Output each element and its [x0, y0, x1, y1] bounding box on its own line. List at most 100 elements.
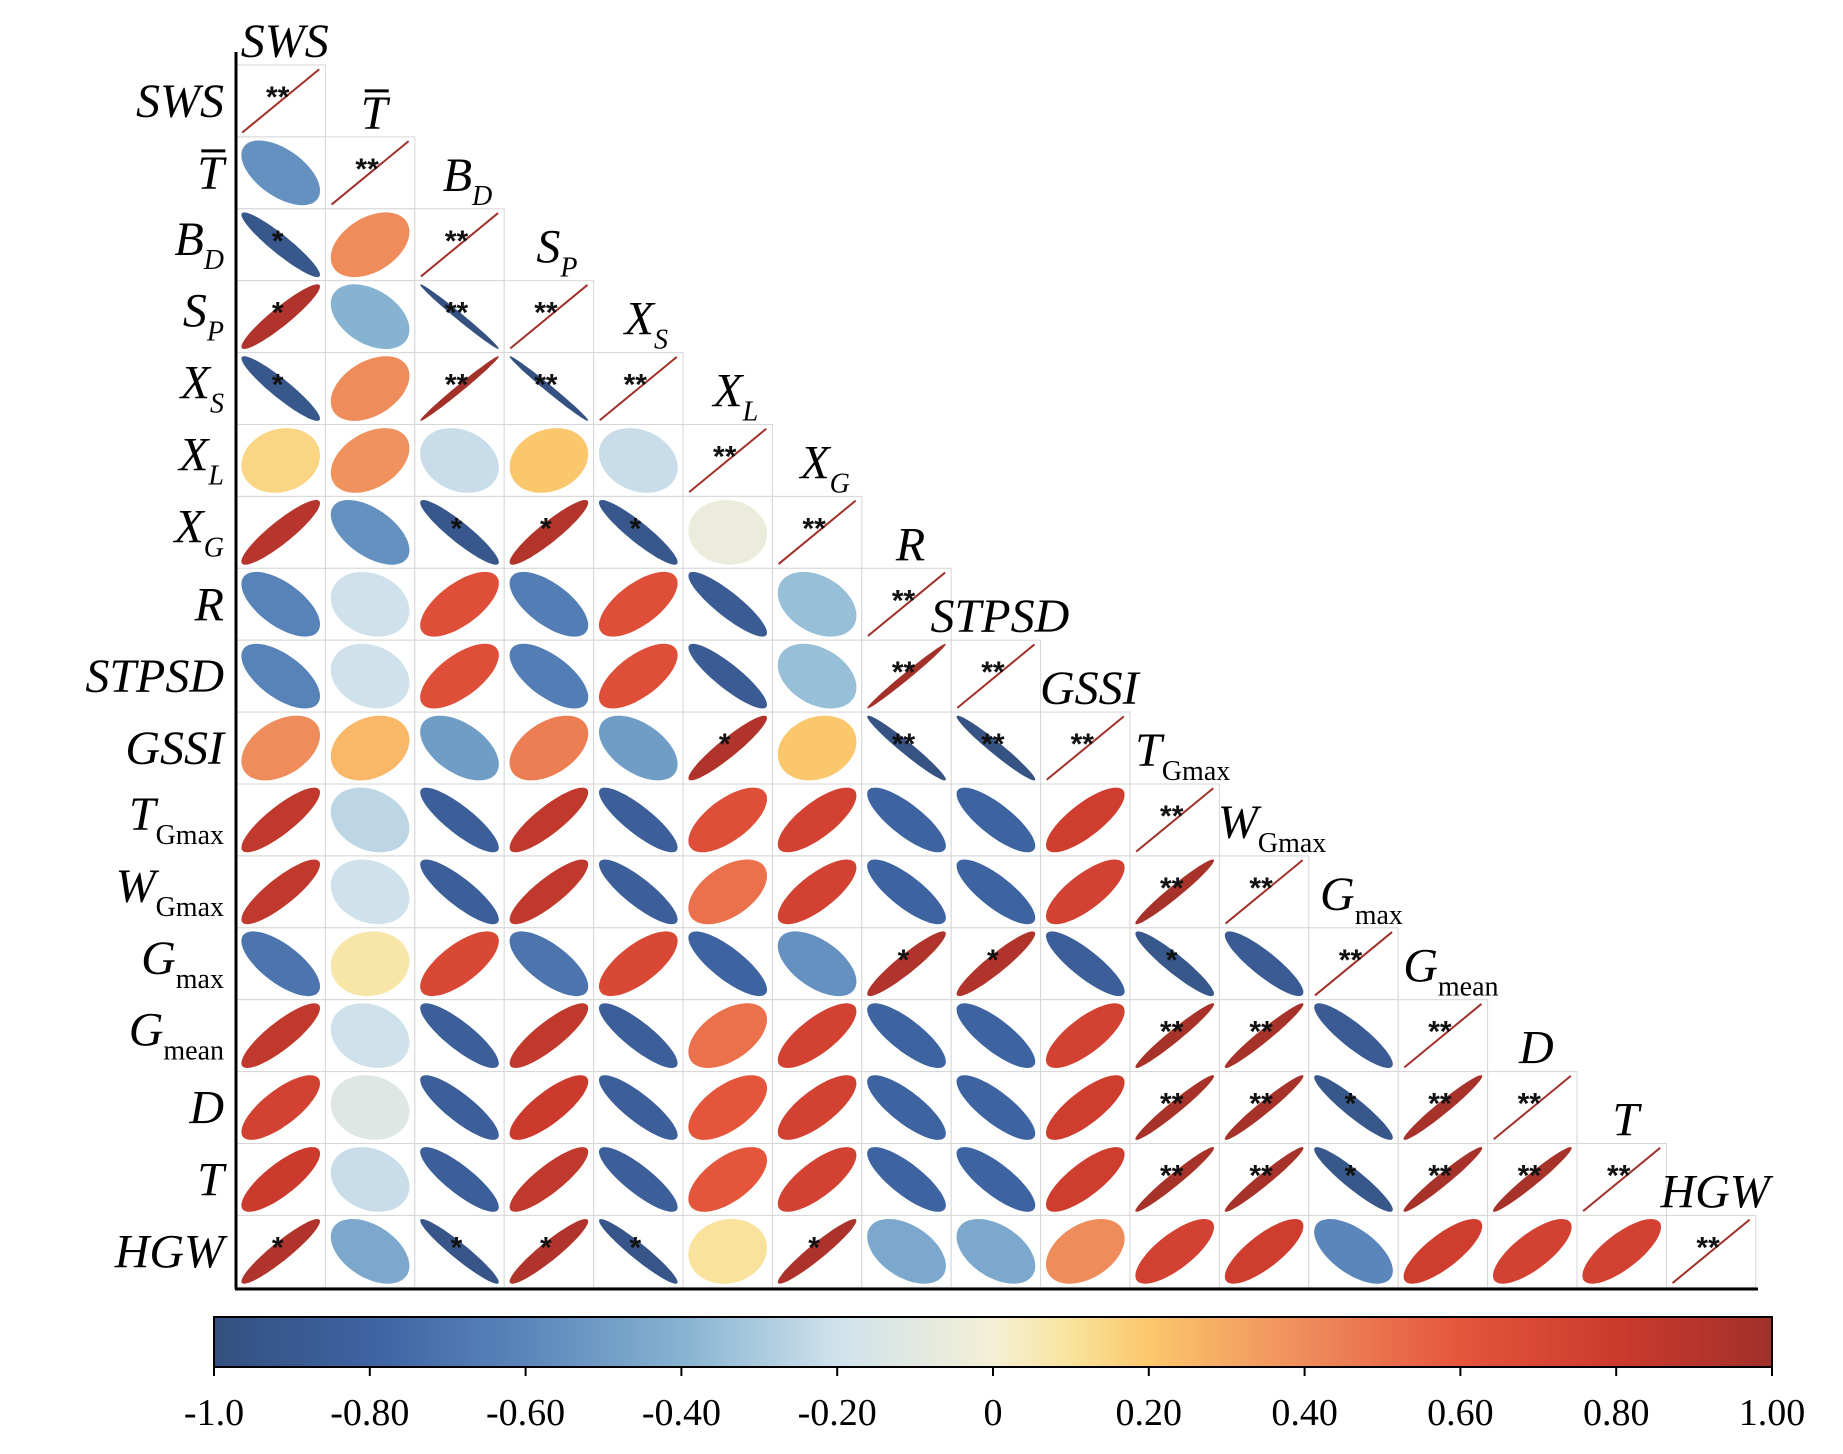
correlation-ellipse: [1493, 1219, 1572, 1284]
significance-marker: **: [981, 656, 1005, 689]
label-subscript: mean: [163, 1036, 224, 1067]
cell: *: [503, 1214, 595, 1288]
label-main: HGW: [114, 1225, 228, 1278]
cell: **: [861, 639, 952, 713]
label-main: B: [443, 149, 472, 202]
correlation-ellipse: [867, 931, 946, 997]
correlation-ellipse: [420, 1075, 499, 1140]
cell: *: [593, 495, 684, 569]
cell: [1308, 999, 1399, 1073]
correlation-ellipse: [509, 931, 589, 997]
correlation-ellipse: [330, 1075, 410, 1140]
correlation-ellipse: [777, 931, 857, 997]
cell: **: [861, 711, 952, 785]
correlation-ellipse: [688, 643, 767, 709]
correlation-ellipse: [420, 643, 499, 709]
correlation-ellipse: [420, 1219, 499, 1284]
significance-marker: **: [1428, 1159, 1452, 1192]
correlation-ellipse: [867, 1147, 946, 1212]
correlation-ellipse: [330, 1147, 410, 1212]
label-main: R: [194, 578, 224, 631]
correlation-ellipse: [420, 428, 499, 493]
cell: [593, 855, 684, 929]
cell: [414, 1071, 505, 1144]
significance-marker: *: [898, 944, 910, 977]
correlation-ellipse: [599, 1147, 678, 1212]
cell: [324, 208, 416, 282]
row-label: STPSD: [85, 650, 224, 703]
cell: *: [235, 280, 326, 354]
cell: **: [1665, 1214, 1757, 1288]
correlation-ellipse: [330, 1003, 410, 1068]
label-main: X: [172, 500, 205, 553]
significance-marker: **: [892, 656, 916, 689]
correlation-ellipse: [1314, 1147, 1393, 1212]
cell: *: [861, 927, 952, 1001]
correlation-ellipse: [509, 859, 589, 925]
cell: [324, 495, 416, 569]
cell: **: [771, 495, 863, 569]
label-subscript: P: [559, 253, 577, 284]
correlation-ellipse: [1314, 1075, 1393, 1140]
cell: [861, 855, 952, 929]
cell: [235, 711, 326, 785]
cell: **: [950, 711, 1042, 785]
cell: **: [1487, 1071, 1578, 1144]
cell: [771, 711, 863, 785]
correlation-ellipse: [867, 859, 946, 925]
cell: **: [682, 424, 773, 497]
colorbar-tick-label: -0.40: [642, 1392, 721, 1434]
correlation-ellipse: [1493, 1147, 1572, 1212]
correlation-ellipse: [1224, 931, 1304, 997]
significance-marker: *: [1345, 1159, 1357, 1192]
correlation-ellipse: [777, 715, 857, 781]
label-main: G: [1403, 940, 1438, 993]
correlation-ellipse: [1135, 859, 1214, 925]
cell: [771, 1143, 863, 1216]
correlation-ellipse: [1224, 1147, 1304, 1212]
correlation-ellipse: [867, 1075, 946, 1140]
row-label: T: [197, 147, 227, 200]
correlation-ellipse: [509, 1075, 589, 1140]
colorbar-tick-label: -0.80: [330, 1392, 409, 1434]
row-label: BD: [174, 213, 224, 276]
label-main: SWS: [241, 15, 329, 68]
label-main: R: [895, 518, 925, 571]
cell: **: [1129, 855, 1220, 929]
colorbar-tick-label: -0.60: [486, 1392, 565, 1434]
significance-marker: *: [272, 1231, 284, 1264]
correlation-ellipse: [956, 1003, 1036, 1068]
label-main: G: [129, 1004, 164, 1057]
correlation-ellipse: [420, 356, 499, 421]
correlation-ellipse: [599, 500, 678, 565]
cell: [1308, 1214, 1399, 1288]
correlation-ellipse: [509, 643, 589, 709]
row-label: SWS: [136, 75, 224, 128]
cell: *: [1308, 1071, 1399, 1144]
correlation-ellipse: [420, 1147, 499, 1212]
label-subscript: L: [207, 460, 224, 491]
correlation-ellipse: [599, 859, 678, 925]
correlation-ellipse: [330, 500, 410, 565]
significance-marker: **: [445, 369, 469, 402]
correlation-ellipse: [867, 787, 946, 853]
label-main: G: [1320, 868, 1355, 921]
correlation-ellipse: [777, 1147, 857, 1212]
cell: *: [235, 208, 326, 282]
cell: [593, 567, 684, 641]
cell: [503, 424, 595, 497]
significance-marker: **: [534, 369, 558, 402]
cell: **: [1129, 999, 1220, 1073]
cell: [950, 783, 1042, 857]
cell: [771, 1071, 863, 1144]
column-label: STPSD: [931, 590, 1070, 643]
correlation-ellipse: [1224, 1003, 1304, 1068]
significance-marker: *: [1166, 944, 1178, 977]
correlation-ellipse: [777, 571, 857, 637]
column-label: XL: [711, 365, 758, 428]
cell: [503, 927, 595, 1001]
cell: [414, 855, 505, 929]
colorbar-tick-label: 0: [984, 1392, 1003, 1434]
label-main: S: [183, 285, 207, 338]
label-main: X: [798, 436, 831, 489]
